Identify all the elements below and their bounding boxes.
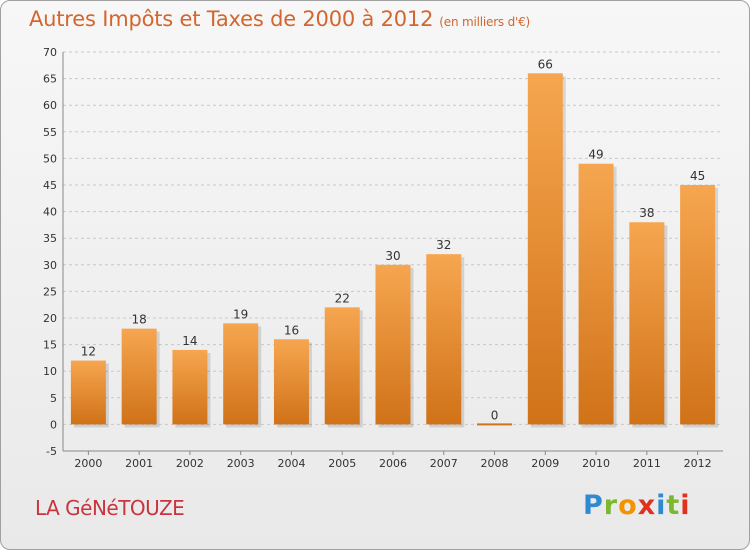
x-tick-label: 2010 <box>582 457 610 470</box>
bar <box>426 254 462 425</box>
location-name: LA GéNéTOUZE <box>35 496 185 520</box>
y-tick-label: 0 <box>50 418 57 431</box>
logo-letter: t <box>666 490 681 521</box>
bar <box>273 339 309 425</box>
bar-value-label: 19 <box>233 307 248 321</box>
x-tick-label: 2000 <box>74 457 102 470</box>
y-tick-label: 30 <box>43 259 57 272</box>
x-tick-label: 2002 <box>176 457 204 470</box>
bar-value-label: 12 <box>81 345 96 359</box>
chart-title-text: Autres Impôts et Taxes de 2000 à 2012 <box>29 7 434 31</box>
y-tick-label: 15 <box>43 339 57 352</box>
y-tick-label: 40 <box>43 206 57 219</box>
bar <box>375 264 411 425</box>
bar-value-label: 16 <box>284 323 299 337</box>
bar-value-label: 66 <box>538 57 553 71</box>
chart-title: Autres Impôts et Taxes de 2000 à 2012 (en… <box>29 7 530 31</box>
bar <box>629 222 665 425</box>
x-tick-label: 2009 <box>531 457 559 470</box>
bar <box>477 423 513 426</box>
bar-value-label: 0 <box>491 408 499 422</box>
x-tick-label: 2008 <box>481 457 509 470</box>
bar-value-label: 49 <box>588 148 603 162</box>
y-tick-label: 5 <box>50 392 57 405</box>
bar <box>223 323 259 425</box>
bar-value-label: 32 <box>436 238 451 252</box>
proxiti-logo: Proxiti <box>583 490 691 521</box>
bar <box>680 185 716 425</box>
logo-letter: i <box>680 490 691 521</box>
bar <box>578 163 614 425</box>
logo-letter: o <box>618 490 638 521</box>
y-tick-label: 20 <box>43 312 57 325</box>
x-tick-label: 2006 <box>379 457 407 470</box>
bar-value-label: 22 <box>335 291 350 305</box>
y-tick-label: 50 <box>43 152 57 165</box>
x-tick-label: 2012 <box>684 457 712 470</box>
y-tick-label: 10 <box>43 365 57 378</box>
y-tick-label: 70 <box>43 46 57 59</box>
y-tick-label: 60 <box>43 99 57 112</box>
logo-letter: x <box>637 490 657 521</box>
bar <box>70 360 106 425</box>
x-tick-label: 2011 <box>633 457 661 470</box>
logo-letter: i <box>656 490 667 521</box>
bar <box>527 73 563 425</box>
x-tick-label: 2005 <box>328 457 356 470</box>
y-tick-label: 55 <box>43 126 57 139</box>
logo-letter: P <box>583 490 604 521</box>
y-tick-label: 45 <box>43 179 57 192</box>
x-tick-label: 2003 <box>227 457 255 470</box>
bar <box>172 349 208 425</box>
bar-value-label: 38 <box>639 206 654 220</box>
bar <box>121 328 157 425</box>
x-tick-label: 2007 <box>430 457 458 470</box>
chart-unit: (en milliers d'€) <box>439 15 531 29</box>
bar-value-label: 30 <box>385 249 400 263</box>
y-tick-label: 65 <box>43 73 57 86</box>
bar-value-label: 45 <box>690 169 705 183</box>
x-tick-label: 2004 <box>277 457 305 470</box>
y-tick-label: 25 <box>43 285 57 298</box>
x-tick-label: 2001 <box>125 457 153 470</box>
y-tick-label: 35 <box>43 232 57 245</box>
y-tick-label: -5 <box>46 445 57 458</box>
bar-value-label: 18 <box>132 313 147 327</box>
logo-letter: r <box>603 490 619 521</box>
bar-value-label: 14 <box>182 334 197 348</box>
bar <box>324 307 360 425</box>
